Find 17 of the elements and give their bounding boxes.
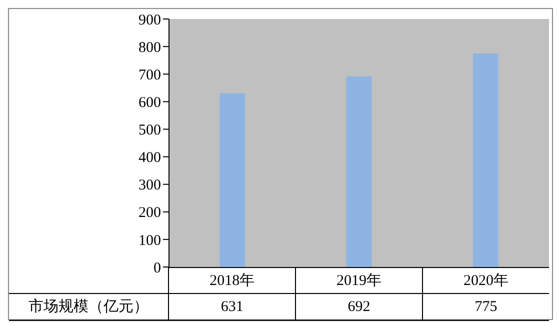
data-label: 692	[295, 294, 422, 320]
x-tick-label: 2020年	[422, 267, 549, 293]
y-tick-label: 300	[138, 178, 161, 194]
text: 市场规模（亿元）	[28, 297, 150, 317]
y-tick-label: 200	[138, 205, 161, 222]
y-tick-label: 100	[138, 232, 161, 249]
y-tick-label: 400	[138, 150, 161, 166]
y-tick-label: 500	[138, 122, 161, 139]
y-tick-label: 700	[138, 67, 161, 84]
data-label: 775	[422, 294, 549, 320]
y-tick-label: 0	[154, 260, 161, 276]
y-tick-label: 600	[138, 94, 161, 111]
x-tick-label: 2018年	[168, 267, 296, 293]
x-tick-label: 2019年	[295, 267, 422, 293]
y-tick-label: 800	[138, 40, 161, 56]
y-tick-label: 900	[138, 12, 161, 28]
data-label: 631	[168, 294, 296, 320]
